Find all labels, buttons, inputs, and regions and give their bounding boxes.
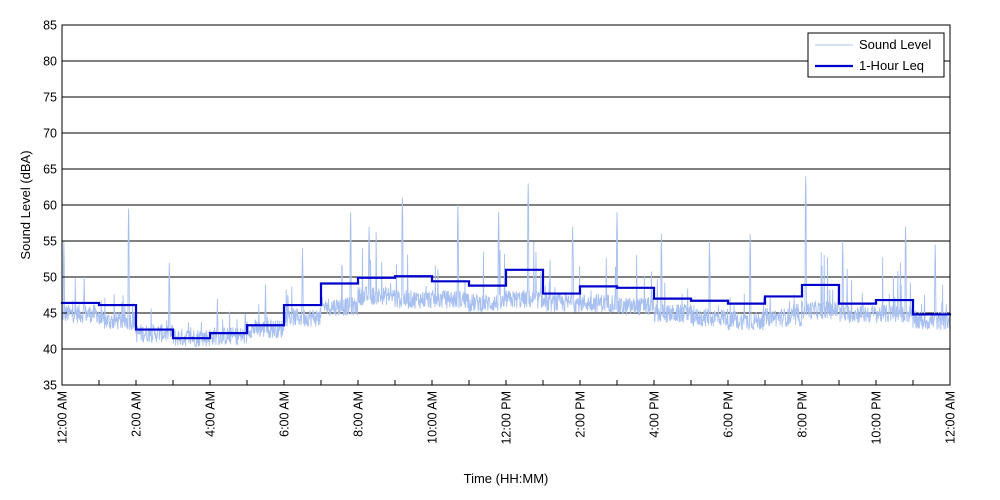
y-tick-label: 55 bbox=[43, 235, 57, 249]
legend-label-sound-level: Sound Level bbox=[859, 37, 931, 52]
y-tick-label: 45 bbox=[43, 307, 57, 321]
y-tick-label: 35 bbox=[43, 379, 57, 393]
leq-series bbox=[60, 268, 952, 340]
x-axis-label: Time (HH:MM) bbox=[464, 471, 549, 486]
x-tick-label: 12:00 AM bbox=[944, 391, 958, 444]
x-tick-label: 10:00 PM bbox=[870, 391, 884, 445]
x-tick-label: 8:00 AM bbox=[352, 391, 366, 437]
y-axis: 35 40 45 50 55 60 65 70 75 80 85 bbox=[43, 19, 67, 393]
x-tick-label: 2:00 PM bbox=[574, 391, 588, 438]
y-tick-label: 65 bbox=[43, 163, 57, 177]
x-tick-label: 12:00 AM bbox=[56, 391, 70, 444]
x-tick-label: 4:00 PM bbox=[648, 391, 662, 438]
x-tick-label: 4:00 AM bbox=[204, 391, 218, 437]
legend-box bbox=[807, 32, 945, 78]
x-axis: 12:00 AM 2:00 AM 4:00 AM 6:00 AM 8:00 AM 10:0… bbox=[56, 380, 958, 445]
legend: Sound Level 1-Hour Leq bbox=[807, 32, 945, 78]
y-tick-label: 80 bbox=[43, 55, 57, 69]
y-tick-label: 60 bbox=[43, 199, 57, 213]
x-tick-label: 2:00 AM bbox=[130, 391, 144, 437]
y-tick-label: 40 bbox=[43, 343, 57, 357]
y-axis-label: Sound Level (dBA) bbox=[18, 150, 33, 259]
legend-label-leq: 1-Hour Leq bbox=[859, 58, 924, 73]
y-tick-label: 75 bbox=[43, 91, 57, 105]
x-tick-label: 6:00 PM bbox=[722, 391, 736, 438]
y-tick-label: 85 bbox=[43, 19, 57, 33]
x-tick-label: 8:00 PM bbox=[796, 391, 810, 438]
y-tick-label: 70 bbox=[43, 127, 57, 141]
y-tick-label: 50 bbox=[43, 271, 57, 285]
x-tick-label: 6:00 AM bbox=[278, 391, 292, 437]
x-tick-label: 12:00 PM bbox=[500, 391, 514, 445]
x-tick-label: 10:00 AM bbox=[426, 391, 440, 444]
